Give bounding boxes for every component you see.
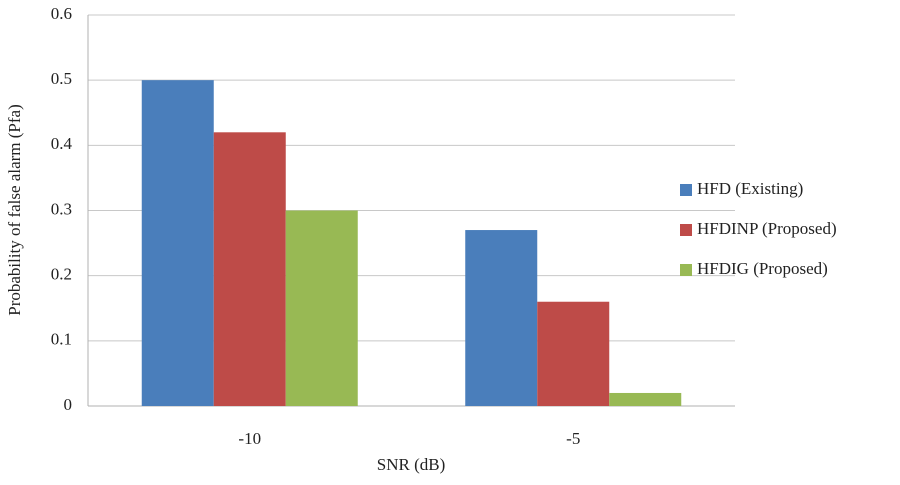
- y-tick-label: 0.5: [51, 69, 72, 88]
- y-tick-label: 0.2: [51, 265, 72, 284]
- y-tick-label: 0.4: [51, 134, 73, 153]
- bar: [285, 210, 358, 406]
- legend-swatch: [680, 224, 692, 236]
- legend-swatch: [680, 184, 692, 196]
- legend-label: HFD (Existing): [697, 179, 803, 198]
- y-tick-label: 0: [64, 395, 73, 414]
- legend-label: HFDINP (Proposed): [697, 219, 837, 238]
- y-tick-label: 0.1: [51, 330, 72, 349]
- y-tick-label: 0.6: [51, 4, 72, 23]
- bar: [213, 132, 286, 407]
- bar: [609, 392, 682, 406]
- y-tick-label: 0.3: [51, 199, 72, 218]
- y-axis-label: Probability of false alarm (Pfa): [5, 104, 24, 316]
- x-tick-label: -10: [238, 429, 261, 448]
- bar: [465, 230, 538, 406]
- legend-label: HFDIG (Proposed): [697, 259, 828, 278]
- x-axis-label: SNR (dB): [377, 455, 445, 474]
- bar: [141, 80, 214, 407]
- x-tick-label: -5: [566, 429, 580, 448]
- bar: [537, 301, 610, 406]
- legend-swatch: [680, 264, 692, 276]
